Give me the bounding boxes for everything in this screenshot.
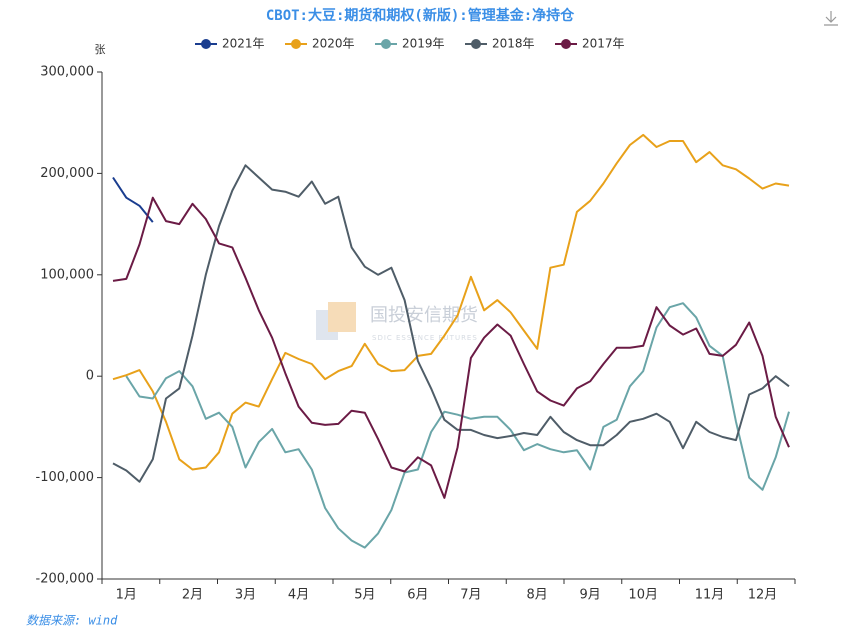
x-tick-label: 12月 [748,588,778,603]
series-line [112,176,154,223]
legend: 2021年 2020年 2019年 2018年 2017年 [195,37,625,51]
x-tick-label: 8月 [527,588,548,603]
y-tick-label: 0 [86,369,94,384]
x-tick-label: 2月 [182,588,203,603]
watermark-subtext: SDIC ESSENCE FUTURES [372,334,478,342]
x-tick-label: 11月 [695,588,725,603]
watermark-text: 国投安信期货 [370,305,478,326]
y-tick-label: -100,000 [36,470,94,485]
y-axis-label: 张 [95,43,106,56]
legend-item[interactable]: 2020年 [285,37,355,51]
legend-item[interactable]: 2018年 [465,37,535,51]
series-line [125,302,790,549]
series-line [112,133,790,471]
x-tick-label: 7月 [460,588,481,603]
x-tick-label: 6月 [407,588,428,603]
legend-marker [561,39,571,49]
legend-label: 2017年 [582,37,625,51]
x-tick-label: 1月 [116,588,137,603]
series-line [112,196,790,499]
chart-title: CBOT:大豆:期货和期权(新版):管理基金:净持仓 [266,7,575,24]
legend-label: 2019年 [402,37,445,51]
legend-marker [381,39,391,49]
watermark: 国投安信期货 SDIC ESSENCE FUTURES [316,302,478,342]
watermark-icon [328,302,356,332]
download-icon[interactable] [824,11,838,26]
x-tick-label: 4月 [288,588,309,603]
y-tick-label: 300,000 [40,65,94,80]
download-glyph[interactable] [824,11,838,26]
legend-item[interactable]: 2017年 [555,37,625,51]
x-tick-label: 10月 [628,588,658,603]
y-tick-label: 100,000 [40,267,94,282]
y-tick-label: 200,000 [40,166,94,181]
source-note: 数据来源: wind [26,614,118,628]
x-tick-label: 3月 [235,588,256,603]
legend-label: 2018年 [492,37,535,51]
legend-item[interactable]: 2019年 [375,37,445,51]
legend-marker [201,39,211,49]
x-tick-label: 9月 [580,588,601,603]
legend-marker [291,39,301,49]
legend-item[interactable]: 2021年 [195,37,265,51]
x-tick-label: 5月 [354,588,375,603]
legend-marker [471,39,481,49]
legend-label: 2021年 [222,37,265,51]
series-line [112,164,790,483]
legend-label: 2020年 [312,37,355,51]
y-tick-label: -200,000 [36,572,94,587]
